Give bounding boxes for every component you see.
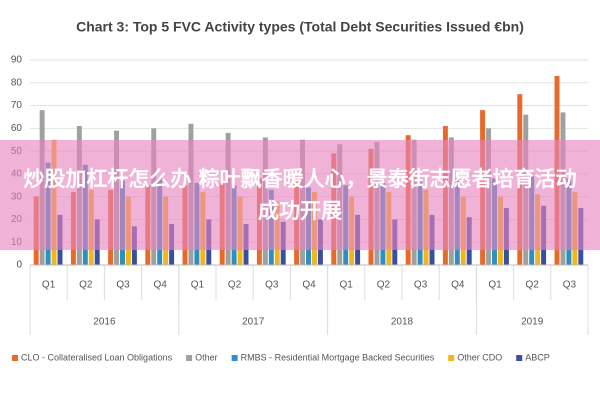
legend-label: Other CDO — [457, 352, 502, 362]
y-tick-label: 90 — [11, 55, 23, 66]
banner-text: 炒股加杠杆怎么办 粽叶飘香暖人心，景泰街志愿者培育活动成功开展 — [23, 167, 577, 223]
x-tick-label: Q4 — [154, 280, 168, 291]
x-tick-label: Q2 — [526, 280, 540, 291]
x-tick-label: Q3 — [414, 280, 428, 291]
x-tick-label: Q1 — [488, 280, 502, 291]
legend-swatch — [448, 355, 455, 361]
y-tick-label: 60 — [11, 123, 23, 134]
x-tick-label: Q3 — [563, 280, 577, 291]
x-tick-label: Q3 — [265, 280, 279, 291]
y-tick-label: 0 — [16, 260, 22, 271]
y-tick-label: 70 — [11, 100, 23, 111]
x-tick-label: Q4 — [451, 280, 465, 291]
x-tick-label: Q1 — [340, 280, 354, 291]
x-tick-label: Q2 — [377, 280, 391, 291]
legend-swatch — [12, 355, 18, 361]
banner: 炒股加杠杆怎么办 粽叶飘香暖人心，景泰街志愿者培育活动成功开展 — [0, 140, 600, 250]
group-label: 2017 — [242, 317, 265, 328]
chart-title: Chart 3: Top 5 FVC Activity types (Total… — [76, 19, 524, 35]
legend-label: CLO - Collateralised Loan Obligations — [21, 352, 173, 362]
legend-label: RMBS - Residential Mortgage Backed Secur… — [241, 352, 435, 362]
legend-swatch — [186, 355, 193, 361]
legend-swatch — [516, 355, 523, 361]
group-label: 2016 — [93, 317, 116, 328]
x-tick-label: Q2 — [228, 280, 242, 291]
x-tick-label: Q3 — [116, 280, 130, 291]
group-label: 2018 — [391, 317, 414, 328]
legend-label: Other — [195, 352, 218, 362]
x-tick-label: Q2 — [79, 280, 93, 291]
x-tick-label: Q1 — [42, 280, 56, 291]
y-tick-label: 80 — [11, 77, 23, 88]
x-tick-label: Q1 — [191, 280, 205, 291]
legend-label: ABCP — [525, 352, 550, 362]
x-tick-label: Q4 — [302, 280, 316, 291]
group-label: 2019 — [521, 317, 544, 328]
legend-swatch — [231, 355, 238, 361]
